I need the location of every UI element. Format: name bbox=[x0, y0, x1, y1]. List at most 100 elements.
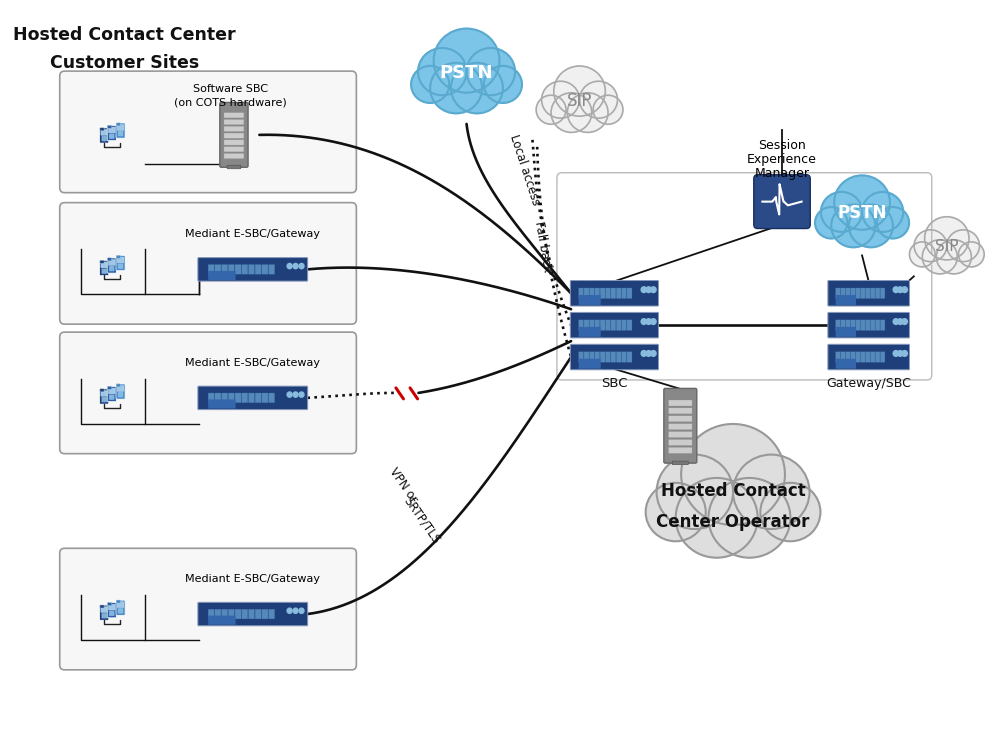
FancyBboxPatch shape bbox=[880, 320, 885, 330]
Text: PSTN: PSTN bbox=[837, 205, 887, 222]
Ellipse shape bbox=[834, 175, 890, 230]
FancyBboxPatch shape bbox=[108, 127, 115, 133]
Text: VPN or: VPN or bbox=[386, 466, 420, 506]
Circle shape bbox=[641, 351, 647, 356]
FancyBboxPatch shape bbox=[116, 384, 125, 399]
FancyBboxPatch shape bbox=[579, 295, 601, 305]
FancyBboxPatch shape bbox=[616, 352, 621, 363]
FancyBboxPatch shape bbox=[116, 123, 120, 126]
FancyBboxPatch shape bbox=[208, 399, 236, 409]
FancyBboxPatch shape bbox=[116, 255, 125, 270]
Circle shape bbox=[651, 287, 656, 292]
FancyBboxPatch shape bbox=[224, 126, 244, 132]
Ellipse shape bbox=[922, 240, 957, 274]
Ellipse shape bbox=[909, 242, 935, 267]
FancyBboxPatch shape bbox=[845, 288, 850, 298]
FancyBboxPatch shape bbox=[860, 288, 865, 298]
FancyBboxPatch shape bbox=[865, 320, 870, 330]
FancyBboxPatch shape bbox=[107, 258, 116, 273]
FancyBboxPatch shape bbox=[860, 320, 865, 330]
FancyBboxPatch shape bbox=[224, 154, 244, 159]
FancyBboxPatch shape bbox=[880, 352, 885, 363]
FancyBboxPatch shape bbox=[235, 609, 241, 619]
FancyBboxPatch shape bbox=[116, 255, 120, 258]
FancyBboxPatch shape bbox=[918, 254, 975, 264]
FancyBboxPatch shape bbox=[616, 320, 621, 330]
FancyBboxPatch shape bbox=[836, 295, 856, 305]
FancyBboxPatch shape bbox=[669, 439, 692, 445]
FancyBboxPatch shape bbox=[116, 123, 125, 138]
FancyBboxPatch shape bbox=[100, 389, 104, 392]
FancyBboxPatch shape bbox=[570, 344, 658, 370]
FancyBboxPatch shape bbox=[579, 320, 584, 330]
FancyBboxPatch shape bbox=[100, 128, 104, 131]
FancyBboxPatch shape bbox=[222, 609, 228, 619]
FancyBboxPatch shape bbox=[589, 320, 594, 330]
Circle shape bbox=[898, 351, 903, 356]
FancyBboxPatch shape bbox=[107, 126, 116, 140]
FancyBboxPatch shape bbox=[570, 281, 658, 306]
FancyBboxPatch shape bbox=[589, 288, 594, 298]
Ellipse shape bbox=[958, 242, 984, 267]
FancyBboxPatch shape bbox=[870, 352, 875, 363]
FancyBboxPatch shape bbox=[224, 147, 244, 152]
Text: Mediant E-SBC/Gateway: Mediant E-SBC/Gateway bbox=[185, 230, 320, 240]
FancyBboxPatch shape bbox=[269, 265, 275, 274]
FancyBboxPatch shape bbox=[208, 271, 236, 280]
Circle shape bbox=[293, 263, 298, 269]
FancyBboxPatch shape bbox=[220, 102, 248, 167]
FancyBboxPatch shape bbox=[841, 288, 845, 298]
Circle shape bbox=[651, 351, 656, 356]
FancyBboxPatch shape bbox=[669, 447, 692, 453]
FancyBboxPatch shape bbox=[224, 119, 244, 125]
FancyBboxPatch shape bbox=[627, 288, 632, 298]
Circle shape bbox=[299, 608, 304, 613]
FancyBboxPatch shape bbox=[669, 424, 692, 430]
Circle shape bbox=[893, 287, 899, 292]
Ellipse shape bbox=[484, 66, 522, 103]
Ellipse shape bbox=[593, 95, 623, 124]
FancyBboxPatch shape bbox=[100, 605, 109, 621]
FancyBboxPatch shape bbox=[616, 288, 621, 298]
FancyBboxPatch shape bbox=[860, 352, 865, 363]
FancyBboxPatch shape bbox=[101, 390, 108, 396]
FancyBboxPatch shape bbox=[836, 320, 840, 330]
Text: SIP: SIP bbox=[567, 92, 592, 110]
FancyBboxPatch shape bbox=[108, 388, 115, 394]
FancyBboxPatch shape bbox=[855, 288, 860, 298]
FancyBboxPatch shape bbox=[845, 352, 850, 363]
Ellipse shape bbox=[821, 192, 862, 232]
FancyBboxPatch shape bbox=[841, 352, 845, 363]
FancyBboxPatch shape bbox=[101, 262, 108, 268]
FancyBboxPatch shape bbox=[611, 352, 616, 363]
FancyBboxPatch shape bbox=[627, 352, 632, 363]
Text: Customer Sites: Customer Sites bbox=[50, 54, 199, 72]
FancyBboxPatch shape bbox=[870, 288, 875, 298]
FancyBboxPatch shape bbox=[60, 202, 356, 324]
FancyBboxPatch shape bbox=[875, 320, 880, 330]
FancyBboxPatch shape bbox=[865, 352, 870, 363]
FancyBboxPatch shape bbox=[600, 288, 605, 298]
FancyBboxPatch shape bbox=[600, 320, 605, 330]
FancyBboxPatch shape bbox=[611, 320, 616, 330]
Circle shape bbox=[299, 392, 304, 397]
FancyBboxPatch shape bbox=[850, 352, 855, 363]
Text: SIP: SIP bbox=[935, 240, 959, 254]
FancyBboxPatch shape bbox=[850, 320, 855, 330]
Ellipse shape bbox=[411, 66, 449, 103]
FancyBboxPatch shape bbox=[101, 129, 108, 135]
FancyBboxPatch shape bbox=[117, 124, 124, 130]
FancyBboxPatch shape bbox=[600, 352, 605, 363]
FancyBboxPatch shape bbox=[622, 288, 627, 298]
FancyBboxPatch shape bbox=[235, 265, 241, 274]
FancyBboxPatch shape bbox=[836, 359, 856, 368]
FancyBboxPatch shape bbox=[875, 352, 880, 363]
FancyBboxPatch shape bbox=[117, 602, 124, 607]
Ellipse shape bbox=[925, 216, 969, 260]
FancyBboxPatch shape bbox=[108, 386, 112, 390]
Ellipse shape bbox=[676, 478, 758, 558]
FancyBboxPatch shape bbox=[855, 320, 860, 330]
FancyBboxPatch shape bbox=[108, 605, 115, 610]
FancyBboxPatch shape bbox=[262, 609, 268, 619]
FancyBboxPatch shape bbox=[850, 288, 855, 298]
